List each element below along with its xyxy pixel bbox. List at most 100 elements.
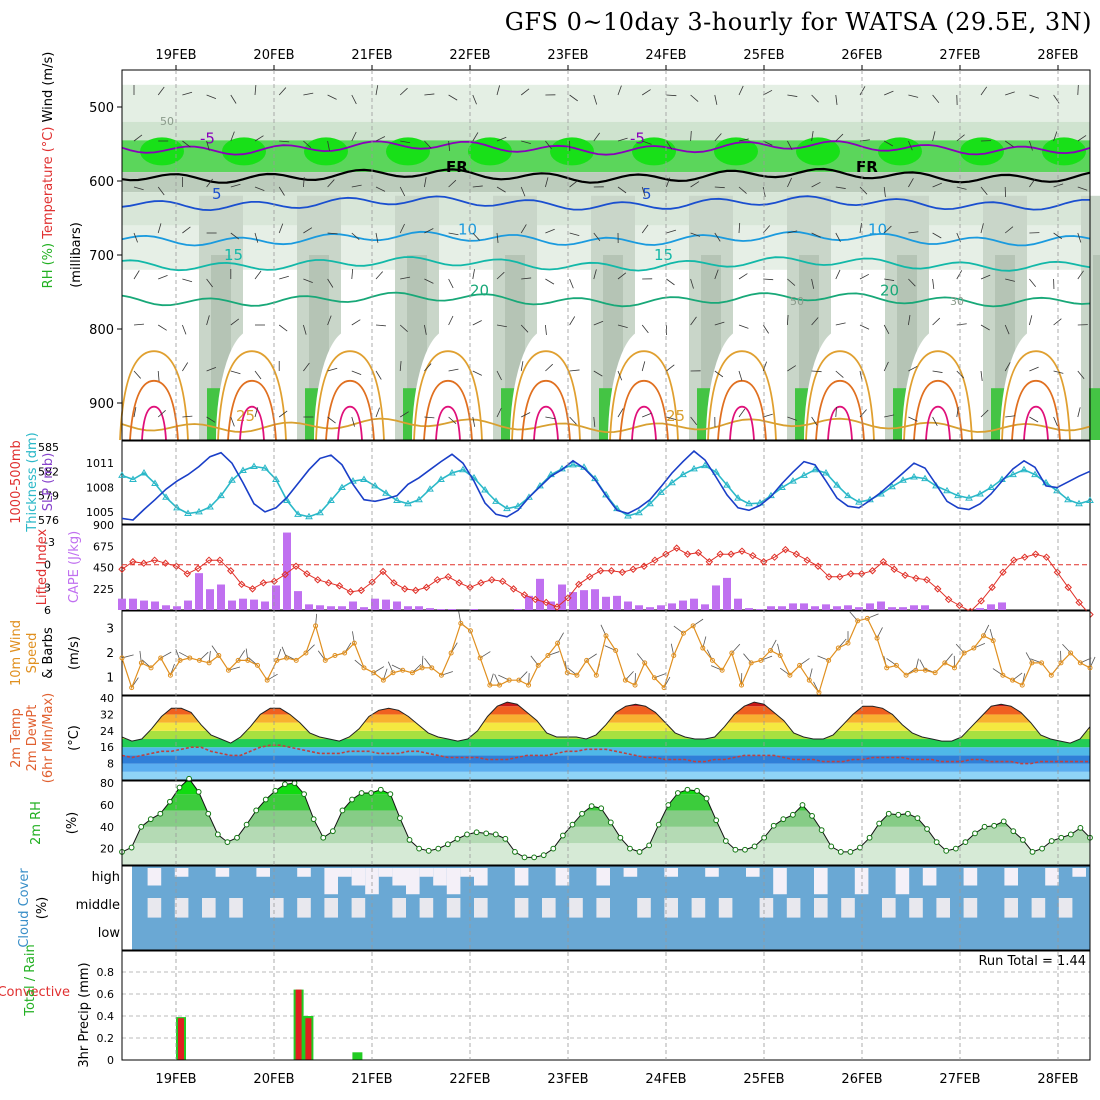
wind-barb xyxy=(835,232,841,243)
lifted-index-point xyxy=(738,547,746,555)
wind-speed-point xyxy=(632,682,638,688)
date-label-bottom: 26FEB xyxy=(841,1072,882,1087)
rh-point xyxy=(157,810,164,817)
wind-speed-point xyxy=(477,655,483,661)
temperature-contour-warm xyxy=(805,350,875,441)
cloud-gap-high xyxy=(895,868,910,895)
wind-barb xyxy=(980,370,983,381)
lifted-index-point xyxy=(640,562,648,570)
lifted-index-point xyxy=(205,556,213,564)
wind-barb xyxy=(1053,131,1058,142)
wind-barb xyxy=(714,94,718,105)
precip-ylabel: 3hr Precip (mm) xyxy=(77,962,92,1067)
cape-bar xyxy=(723,577,731,610)
cape-bar xyxy=(899,607,907,610)
wind-barb xyxy=(835,133,844,142)
rh-high-patch xyxy=(222,137,266,166)
lifted-index-point xyxy=(564,594,572,602)
rh-point xyxy=(195,789,202,795)
wind-barb xyxy=(1029,178,1036,188)
wind-barb xyxy=(424,93,435,96)
thickness-panel: 576 579 582 585 1005 1008 1011 xyxy=(38,440,1094,527)
wind-barb xyxy=(762,361,767,372)
rh-point xyxy=(962,839,969,845)
rh-point xyxy=(138,823,145,830)
wind-barb xyxy=(157,86,165,96)
rh-high-patch xyxy=(714,137,758,166)
wind-speed-point xyxy=(864,615,870,621)
rh-point xyxy=(895,811,902,818)
thickness-point xyxy=(415,495,423,503)
thickness-point xyxy=(184,509,192,517)
temperature-contour-FR xyxy=(121,167,1091,184)
cape-bar xyxy=(239,598,247,610)
temp-tick: 24 xyxy=(100,725,114,738)
wind-speed-point xyxy=(497,682,503,688)
wind-speed-point xyxy=(613,648,619,654)
wind-barb xyxy=(787,94,798,97)
wind-barb xyxy=(811,232,821,238)
date-label-top: 19FEB xyxy=(155,48,196,63)
lifted-index-point xyxy=(879,558,888,566)
cloud-gap-high xyxy=(963,868,978,886)
thickness-point xyxy=(965,494,973,501)
lifted-index-point xyxy=(890,565,898,573)
rh-point xyxy=(521,854,528,861)
wind-barb xyxy=(787,140,793,151)
wind-speed-point xyxy=(903,672,909,678)
lifted-index-point xyxy=(901,571,909,579)
wind-speed-point xyxy=(981,633,987,639)
wind-barb xyxy=(1077,370,1085,380)
lifted-index-point xyxy=(335,582,344,590)
temperature-contour-label: 20 xyxy=(470,281,489,299)
temperature-contour-hot xyxy=(325,379,375,441)
wind-barb xyxy=(908,231,919,234)
wind-barb xyxy=(133,270,140,280)
cloud-gap-high xyxy=(419,868,434,877)
wind-barb xyxy=(448,140,451,151)
temp-frame xyxy=(121,695,1091,781)
thickness-point xyxy=(888,482,896,490)
cloud-gap-high xyxy=(392,868,406,886)
cape-bar xyxy=(866,603,874,610)
wind-barb xyxy=(230,94,237,104)
wind-barb xyxy=(883,361,889,372)
rh-frame xyxy=(121,780,1091,866)
precip-bar-convective xyxy=(295,989,302,1060)
wind-barb xyxy=(787,416,797,421)
wind-barb xyxy=(375,324,386,327)
cloud-gap-middle xyxy=(718,898,733,918)
cape-tick: 900 xyxy=(93,519,114,532)
wind-barb xyxy=(1053,232,1063,240)
date-label-top: 27FEB xyxy=(939,48,980,63)
cape-bar xyxy=(217,584,225,610)
wind-barb xyxy=(375,271,383,280)
date-label-top: 22FEB xyxy=(449,48,490,63)
wind-barb xyxy=(254,232,259,243)
wind-barb xyxy=(859,273,870,280)
lifted-index-point xyxy=(1042,553,1051,561)
wind-barb xyxy=(230,370,241,375)
cape-bar xyxy=(712,585,720,610)
wind-barb xyxy=(1005,278,1015,282)
wind-barb xyxy=(254,186,265,191)
wind-speed-point xyxy=(603,633,609,639)
cape-bar xyxy=(646,607,654,610)
wind-barb xyxy=(690,232,701,237)
wind-speed-point xyxy=(845,640,851,646)
cape-bar xyxy=(613,595,621,610)
rh-high-patch xyxy=(632,137,676,166)
wind-speed-point xyxy=(158,655,164,661)
wind-speed-point xyxy=(148,665,154,671)
wind-speed-point xyxy=(1029,660,1035,666)
precip-panel: 0 0.2 0.4 0.6 0.8 Run Total = 1.44 Convective xyxy=(0,950,1091,1067)
lifted-index-point xyxy=(237,580,246,589)
precip-tick: 0 xyxy=(107,1054,114,1067)
thickness-point xyxy=(118,471,126,478)
lifted-index-tick: 6 xyxy=(44,604,51,617)
rh-point xyxy=(492,831,499,838)
wind-barb xyxy=(617,324,628,328)
thickness-point xyxy=(492,497,500,504)
cloud-gap-middle xyxy=(474,898,488,918)
cloud-gap-middle xyxy=(392,898,406,918)
